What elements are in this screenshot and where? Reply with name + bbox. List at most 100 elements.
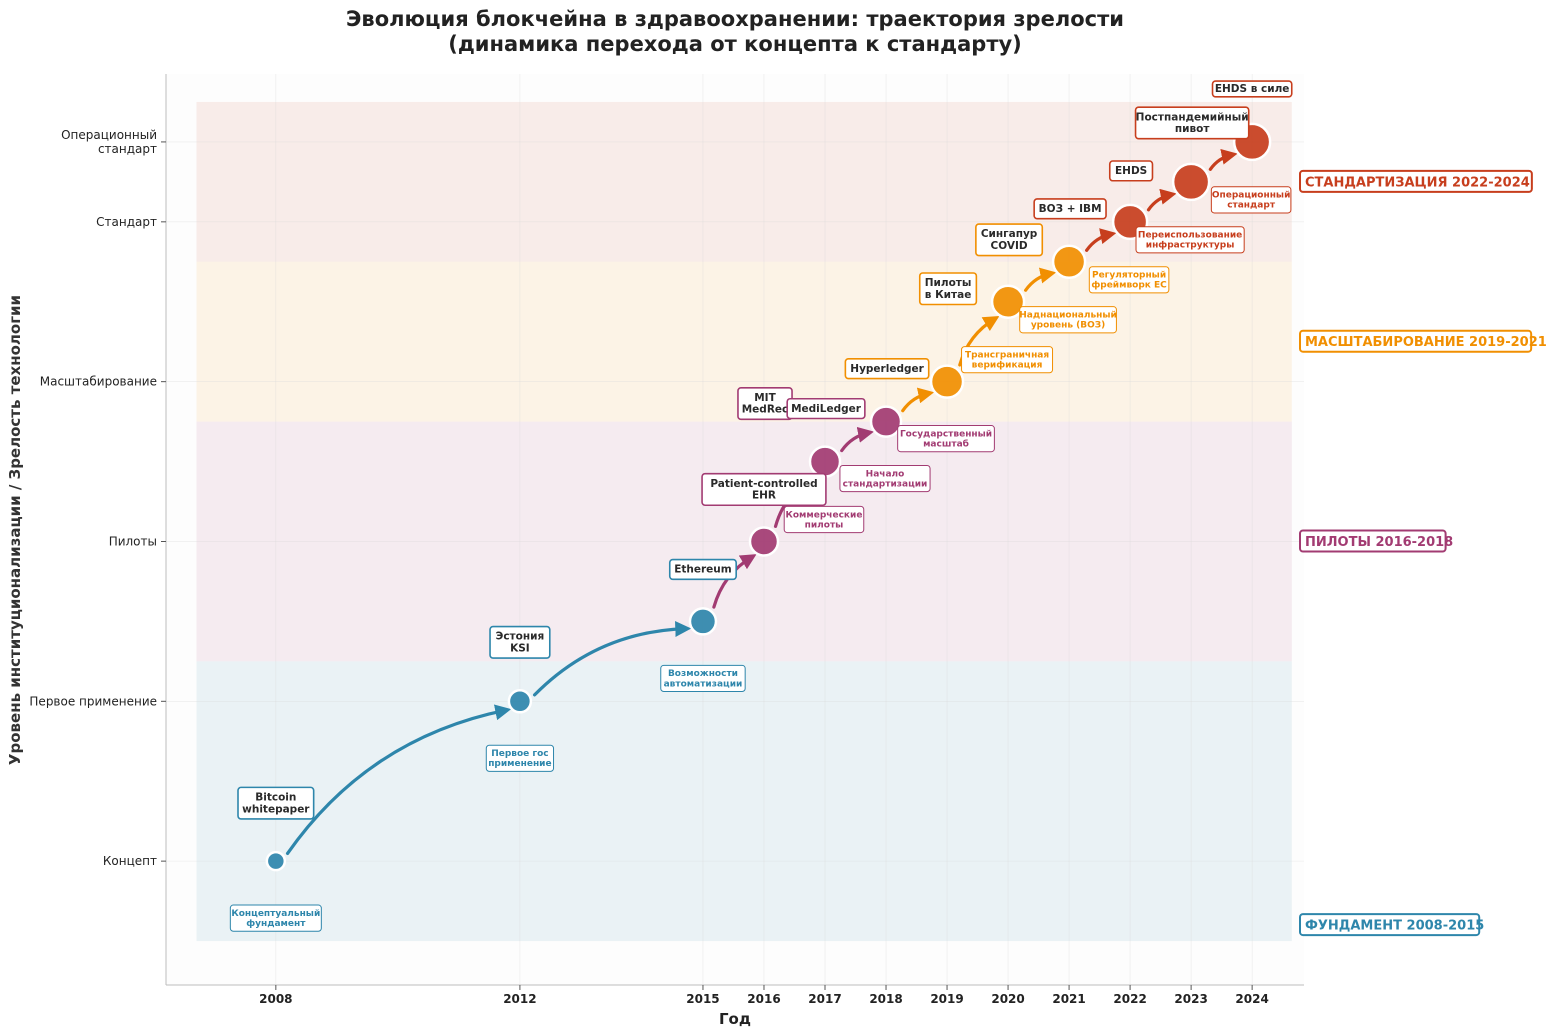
event-desc-box [1135,226,1245,254]
x-tick-label: 2016 [747,992,780,1006]
event-label: MediLedger [786,397,866,420]
trajectory-arrow [1146,188,1177,212]
milestone-marker [748,526,780,557]
phase-label-text: МАСШТАБИРОВАНИЕ 2019-2021 [1305,335,1547,350]
phase-label-text: ФУНДАМЕНТ 2008-2015 [1305,919,1484,934]
x-tick-label: 2015 [686,992,719,1006]
x-tick-label: 2024 [1235,992,1268,1006]
x-tick-label: 2023 [1174,992,1207,1006]
event-desc-line: Первое гос [491,749,548,759]
phase-label-box [1299,913,1481,937]
milestone-marker [507,689,533,714]
x-tick-label: 2018 [869,992,902,1006]
x-axis-label: Год [719,1010,751,1028]
y-tick-label: Стандарт [96,215,157,229]
phase-label: ФУНДАМЕНТ 2008-2015 [1299,913,1484,937]
event-desc-line: Государственный [900,429,992,439]
event-desc-line: Возможности [668,669,738,679]
event-label-box [237,786,315,820]
event-label-line: whitepaper [242,803,310,815]
phase-label: СТАНДАРТИЗАЦИЯ 2022-2024 [1299,169,1533,193]
event-label-line: MIT [754,392,776,404]
event-label-line: Hyperledger [850,363,924,375]
event-label-box [701,472,827,507]
x-tick-label: 2008 [259,992,292,1006]
event-label-box [975,223,1044,257]
event-label: EHDS в силе [1211,80,1293,98]
event-desc-line: пилоты [805,520,844,530]
event-desc-line: фундамент [246,919,306,929]
event-label-box [1108,160,1154,182]
event-label-line: MedRec [742,404,789,416]
event-label-line: Пилоты [925,277,972,289]
event-label-box [918,272,978,306]
event-desc-line: Регуляторный [1092,271,1166,281]
event-label: EHDS [1108,160,1154,182]
event-desc-line: масштаб [923,438,969,449]
chart-subtitle: (динамика перехода от концепта к стандар… [448,32,1022,56]
event-desc-line: Начало [866,469,905,479]
event-label-line: COVID [991,240,1028,252]
y-tick-label: Операционный [61,128,157,142]
event-label: Ethereum [668,558,737,581]
y-tick-label: Масштабирование [40,375,157,389]
event-label-line: MediLedger [791,403,862,415]
phase-band-1 [196,661,1292,942]
trajectory-arrow [285,704,512,856]
chart-title: Эволюция блокчейна в здравоохранении: тр… [346,7,1124,31]
event-label-line: KSI [510,642,530,654]
milestone-marker [1051,244,1087,280]
event-desc-box [1019,306,1117,334]
event-desc-line: стандартизации [843,479,928,489]
event-label-box [786,397,866,420]
trajectory-arrow [901,387,935,413]
x-tick-label: 2012 [503,992,536,1006]
event-label-line: в Китае [925,289,972,301]
event-label-line: Patient-controlled [710,478,817,490]
event-desc-box [1088,266,1170,294]
trajectory-arrow [1024,267,1057,292]
trajectory-arrow [532,620,692,697]
milestone-marker [929,364,965,399]
x-tick-label: 2022 [1113,992,1146,1006]
phase-label: ПИЛОТЫ 2016-2018 [1299,529,1453,553]
event-desc-box [1210,186,1292,214]
y-tick-label: Концепт [103,854,157,868]
milestone-marker [265,850,287,872]
event-label-box [844,357,930,380]
event-label-box [1033,198,1107,220]
y-axis-label: Уровень институционализации / Зрелость т… [6,295,24,765]
event-desc-line: Коммерческие [786,510,863,520]
trajectory-arrow [1085,228,1117,252]
y-tick-label: Пилоты [109,534,157,548]
phase-label-text: ПИЛОТЫ 2016-2018 [1305,535,1453,550]
event-label-box [668,558,737,581]
event-desc-line: Переиспользование [1138,231,1242,241]
event-desc-line: Наднациональный [1019,311,1117,321]
event-label-line: EHDS в силе [1215,83,1290,95]
y-tick-label: стандарт [98,142,157,156]
x-tick-label: 2020 [991,992,1024,1006]
event-label-box [1211,80,1293,98]
event-desc-box [660,664,746,692]
event-label-line: Эстония [496,631,545,643]
event-desc-box [961,346,1054,374]
event-label: ВОЗ + IBM [1033,198,1107,220]
event-desc-line: применение [488,759,551,769]
